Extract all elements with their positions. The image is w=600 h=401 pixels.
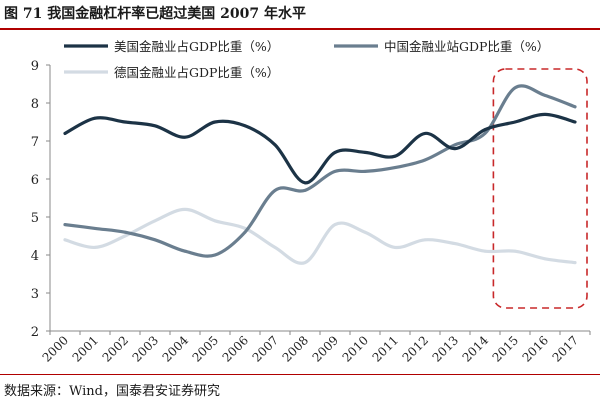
data-point [183, 208, 187, 211]
data-point [423, 158, 427, 162]
data-point [63, 223, 67, 227]
data-point [93, 116, 97, 120]
data-point [63, 132, 67, 135]
data-point [573, 105, 577, 109]
x-tick-label: 2006 [220, 333, 251, 364]
data-point [153, 124, 157, 128]
data-point [393, 166, 397, 170]
data-point [183, 135, 187, 139]
data-point [543, 94, 547, 97]
data-point [573, 261, 577, 264]
data-point [153, 219, 157, 223]
y-tick-label: 8 [31, 97, 39, 112]
data-point [423, 132, 427, 135]
data-point [213, 219, 217, 223]
series-line-cn [63, 84, 577, 258]
title-rule [0, 0, 600, 30]
x-tick-label: 2007 [250, 333, 281, 364]
x-tick-label: 2013 [430, 333, 461, 364]
x-tick-label: 2011 [370, 333, 401, 364]
x-tick-label: 2001 [70, 333, 101, 364]
legend-label: 德国金融业占GDP比重（%） [114, 65, 279, 80]
data-point [123, 120, 127, 124]
data-point [483, 249, 487, 253]
data-point [273, 246, 277, 249]
y-tick-label: 4 [31, 249, 39, 264]
data-point [453, 242, 457, 246]
y-tick-label: 3 [31, 287, 39, 302]
data-point [333, 151, 337, 154]
data-point [423, 238, 427, 242]
x-tick-label: 2003 [130, 333, 161, 364]
data-point [513, 86, 517, 90]
data-point [363, 170, 367, 173]
x-tick-label: 2009 [310, 333, 341, 364]
data-point [333, 170, 337, 173]
y-tick-label: 2 [31, 325, 39, 340]
x-tick-label: 2016 [520, 333, 551, 364]
data-point [123, 230, 127, 234]
data-point [303, 189, 307, 192]
x-tick-label: 2012 [400, 333, 431, 364]
data-point [393, 246, 397, 249]
data-point [183, 249, 187, 253]
data-point [93, 246, 97, 249]
data-point [123, 234, 127, 238]
data-point [453, 147, 457, 151]
x-tick-label: 2010 [340, 333, 371, 364]
x-tick-label: 2004 [160, 333, 192, 365]
data-point [573, 120, 577, 124]
x-tick-label: 2000 [40, 333, 71, 364]
data-point [63, 238, 67, 242]
data-point [483, 128, 487, 132]
data-point [153, 238, 157, 242]
data-point [303, 261, 307, 264]
data-point [363, 230, 367, 234]
y-tick-label: 9 [31, 59, 39, 74]
data-point [213, 120, 217, 124]
series-line-us [63, 112, 577, 185]
data-point [543, 257, 547, 261]
y-tick-label: 7 [31, 135, 39, 150]
x-tick-label: 2005 [190, 333, 221, 364]
data-point [513, 120, 517, 124]
x-tick-label: 2014 [460, 333, 492, 365]
highlight-box [492, 68, 588, 309]
series-line-de [63, 207, 577, 265]
data-point [243, 230, 247, 234]
data-point [483, 132, 487, 135]
x-tick-label: 2015 [490, 333, 521, 364]
data-point [303, 181, 307, 185]
data-point [273, 143, 277, 147]
legend-label: 中国金融业站GDP比重（%） [384, 39, 549, 54]
x-tick-label: 2008 [280, 333, 311, 364]
source-rule [0, 374, 600, 375]
x-tick-label: 2017 [550, 333, 581, 364]
data-point [273, 189, 277, 192]
chart-title: 图 71 我国金融杠杆率已超过美国 2007 年水平 [4, 6, 306, 22]
data-point [453, 143, 457, 147]
data-point [513, 249, 517, 253]
legend-label: 美国金融业占GDP比重（%） [114, 39, 279, 54]
x-tick-label: 2002 [100, 333, 131, 364]
data-point [363, 151, 367, 154]
data-point [213, 253, 217, 257]
data-point [333, 223, 337, 227]
y-tick-label: 6 [31, 173, 39, 188]
data-point [543, 113, 547, 116]
data-point [393, 154, 397, 158]
data-point [93, 227, 97, 230]
source-note: 数据来源：Wind，国泰君安证券研究 [4, 384, 220, 399]
y-tick-label: 5 [31, 211, 39, 226]
data-point [243, 124, 247, 128]
